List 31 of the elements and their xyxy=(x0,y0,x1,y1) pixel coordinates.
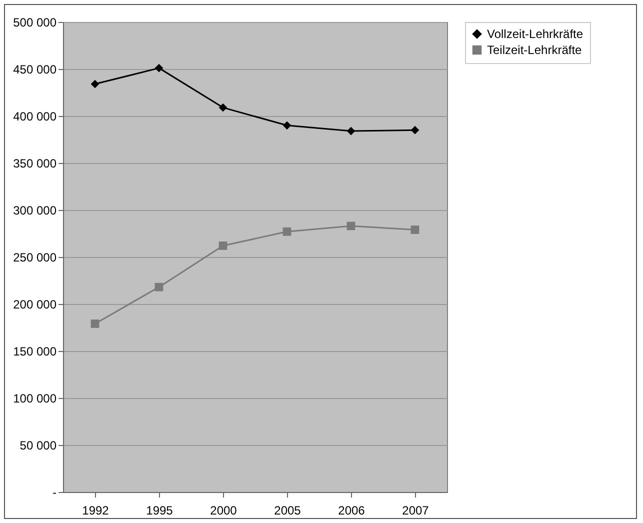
x-tick-label: 2005 xyxy=(274,504,302,518)
point xyxy=(282,121,292,130)
legend-label: Vollzeit-Lehrkräfte xyxy=(487,27,584,41)
y-tick-label: 250 000 xyxy=(13,250,57,264)
y-tick-label: 100 000 xyxy=(13,392,57,406)
point xyxy=(410,226,420,234)
point xyxy=(218,103,228,112)
y-tick-label: 350 000 xyxy=(13,156,57,170)
x-tick-label: 2007 xyxy=(402,504,430,518)
point xyxy=(154,282,164,292)
point xyxy=(282,227,292,236)
point xyxy=(218,242,228,250)
y-tick-label: 500 000 xyxy=(13,16,57,30)
y-tick-label: 50 000 xyxy=(20,438,57,452)
y-tick-label: 150 000 xyxy=(13,344,57,358)
y-tick-label: 300 000 xyxy=(13,204,57,218)
point xyxy=(154,64,164,72)
legend-label: Teilzeit-Lehrkräfte xyxy=(487,43,582,57)
x-tick-label: 1995 xyxy=(146,504,174,518)
x-tick-label: 1992 xyxy=(82,504,110,518)
point xyxy=(90,80,100,88)
y-tick-label: 200 000 xyxy=(13,298,57,312)
x-tick-label: 2000 xyxy=(210,504,238,518)
y-tick-label: 450 000 xyxy=(13,62,57,76)
point xyxy=(410,126,420,134)
point xyxy=(346,126,356,136)
point xyxy=(346,222,356,230)
y-tick-label: 400 000 xyxy=(13,110,57,124)
y-tick-label: - xyxy=(52,486,56,500)
x-tick-label: 2006 xyxy=(338,504,366,518)
point xyxy=(90,320,100,328)
